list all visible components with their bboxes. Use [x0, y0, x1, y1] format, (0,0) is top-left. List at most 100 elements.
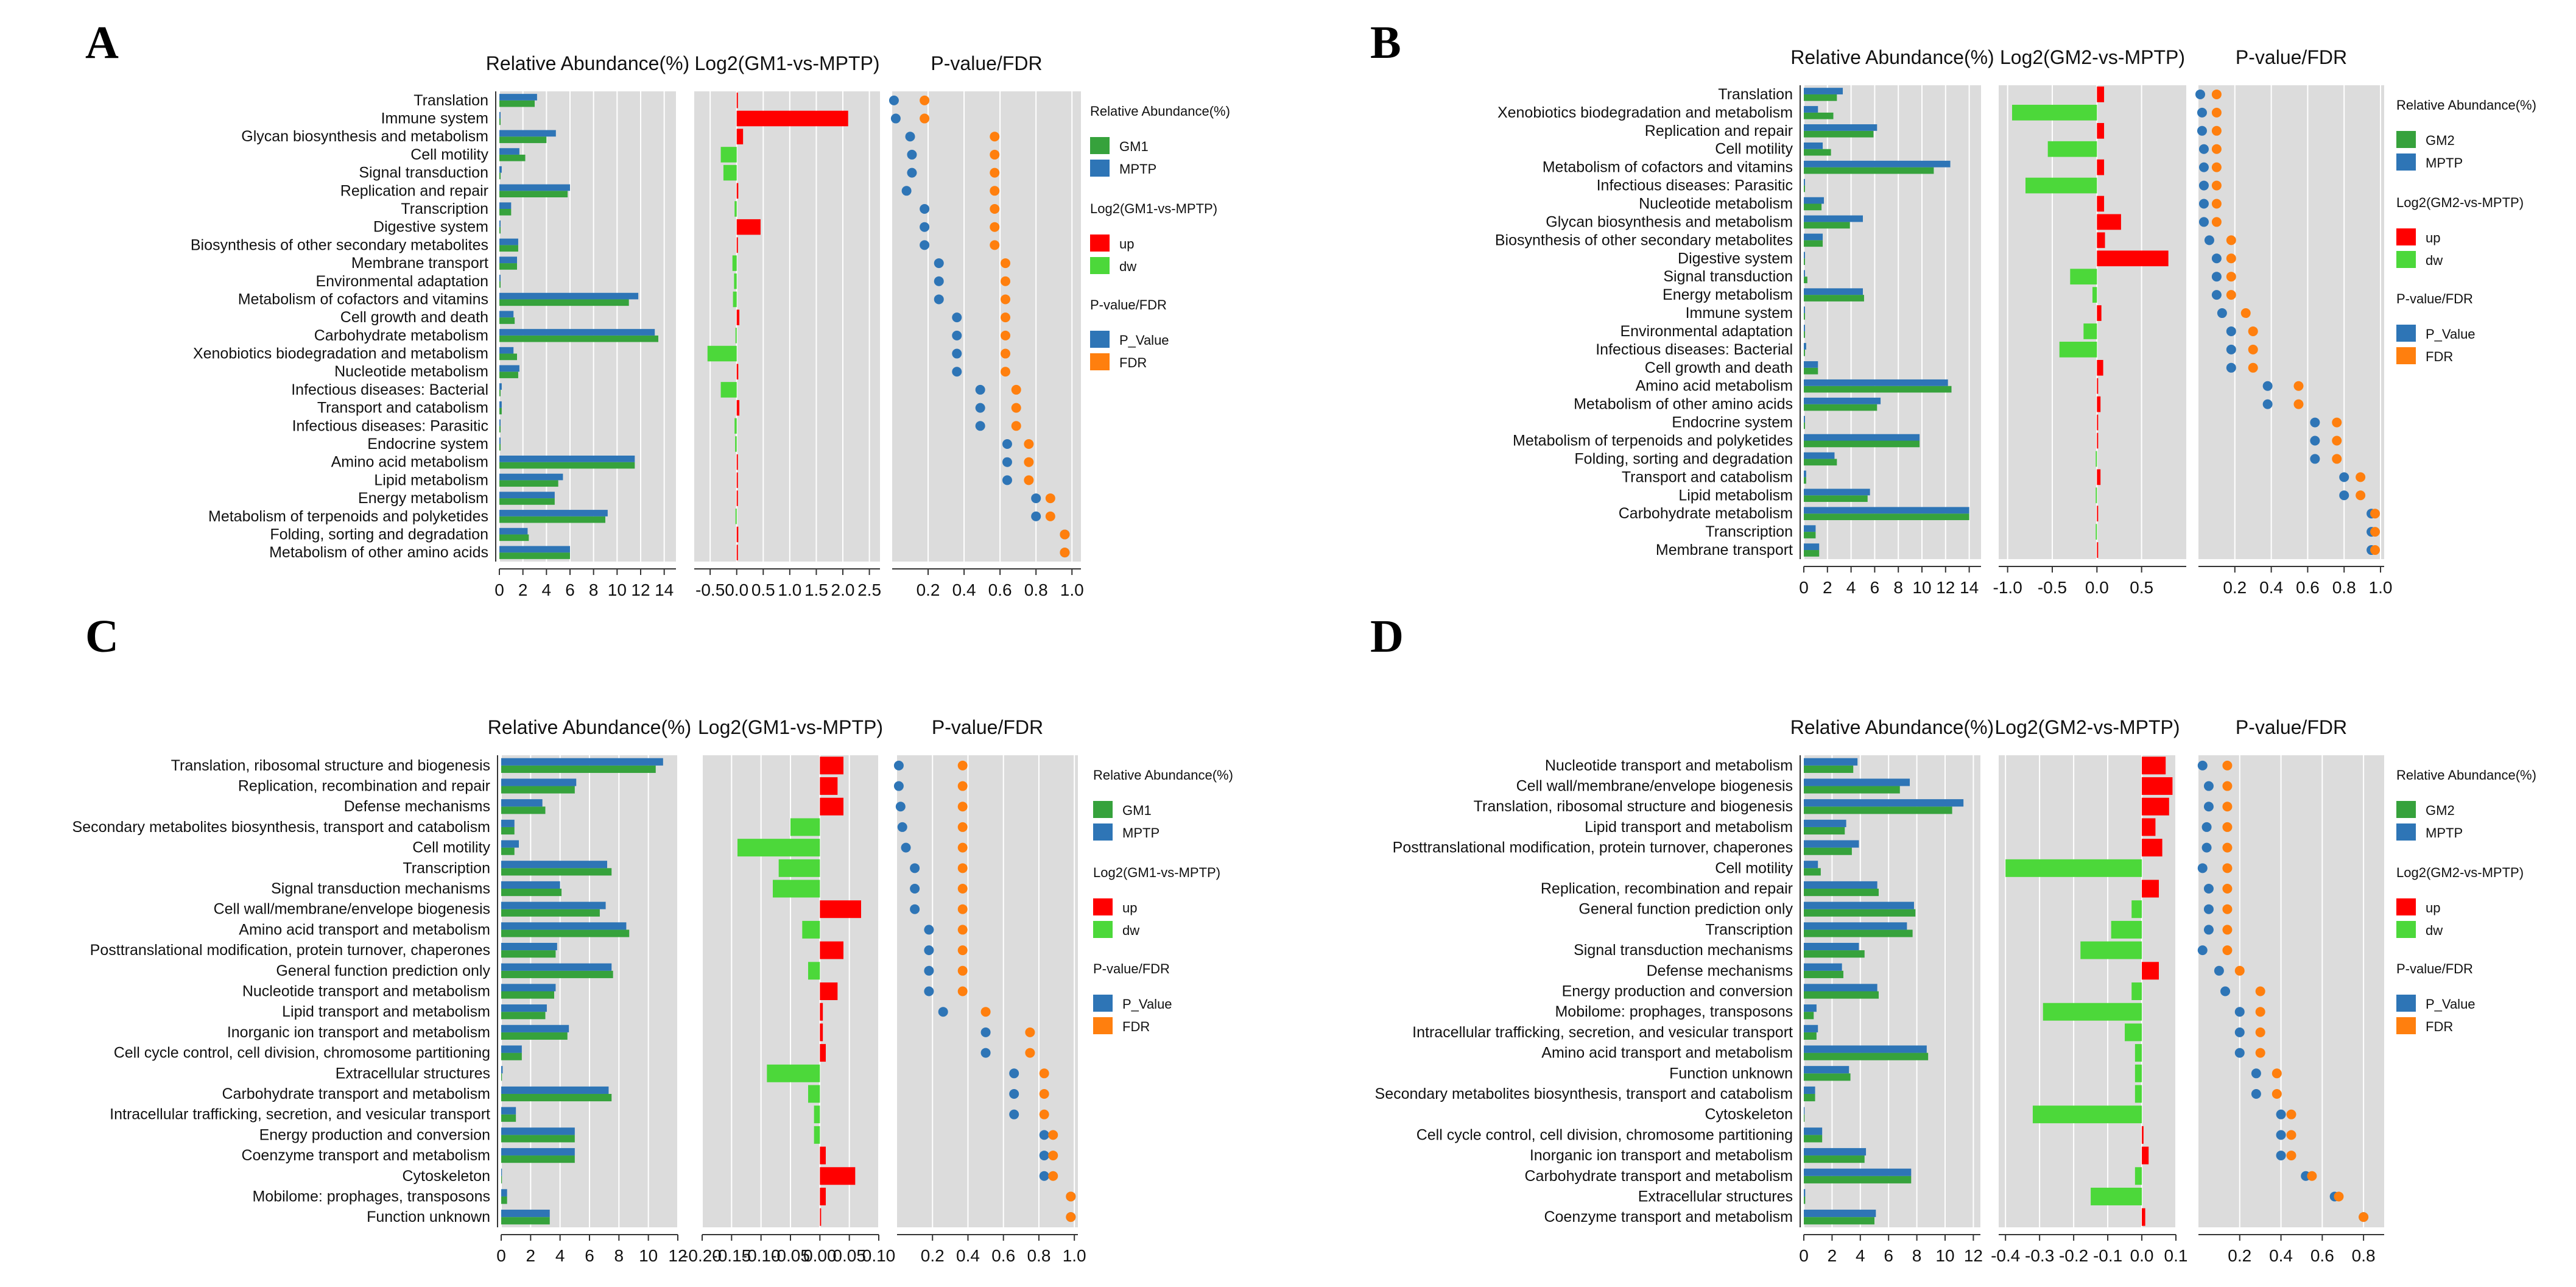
- pvalue-dot: [2211, 272, 2222, 282]
- log2-bar-dw: [2059, 342, 2097, 358]
- fdr-dot: [920, 95, 930, 105]
- tick-label: 2: [1823, 578, 1832, 597]
- abundance-bar-gm1: [501, 765, 656, 773]
- fdr-dot: [957, 925, 968, 935]
- pvalue-dot: [2262, 399, 2273, 409]
- abundance-bar-gm2: [1804, 1217, 1874, 1225]
- category-label: Environmental adaptation: [1620, 323, 1793, 340]
- abundance-bar-mptp: [501, 1045, 522, 1053]
- log2-bar-up: [820, 1044, 826, 1062]
- abundance-bar-mptp: [1804, 507, 1969, 514]
- tick-label: 0.2: [2223, 578, 2247, 597]
- abundance-bar-gm1: [499, 118, 501, 125]
- log2-bar-dw: [735, 436, 737, 452]
- abundance-bar-gm2: [1804, 149, 1831, 156]
- tick-label: 0.2: [917, 580, 940, 599]
- fdr-dot: [2211, 217, 2222, 227]
- tick-label: 0.8: [1027, 1246, 1050, 1265]
- pvalue-title: P-value/FDR: [2236, 716, 2347, 738]
- abundance-bar-gm2: [1804, 495, 1868, 502]
- legend-pvalue-title: P-value/FDR: [1093, 961, 1170, 976]
- tick-label: 0.0: [2130, 1246, 2154, 1265]
- fdr-dot: [2334, 1191, 2344, 1202]
- pvalue-dot: [2226, 326, 2236, 336]
- legend-swatch-pvalue: [1090, 331, 1110, 348]
- fdr-dot: [2226, 235, 2236, 245]
- legend-swatch-pvalue: [1093, 995, 1113, 1012]
- log2-bar-dw: [2111, 920, 2142, 939]
- category-label: Environmental adaptation: [315, 273, 488, 290]
- pvalue-dot: [920, 204, 930, 214]
- abundance-bar-mptp: [501, 1168, 502, 1176]
- tick-label: 14: [655, 580, 674, 599]
- abundance-bar-mptp: [1804, 325, 1805, 331]
- legend-pvalue-title: P-value/FDR: [2396, 961, 2473, 976]
- tick-label: 0.8: [2332, 578, 2356, 597]
- fdr-dot: [957, 842, 968, 853]
- legend-label-group-b: MPTP: [1122, 825, 1160, 841]
- abundance-bar-mptp: [501, 861, 607, 869]
- fdr-dot: [957, 822, 968, 832]
- tick-label: 10: [1935, 1246, 1954, 1265]
- abundance-bar-mptp: [1804, 1086, 1815, 1094]
- category-label: Energy production and conversion: [259, 1126, 490, 1143]
- abundance-bar-gm2: [1804, 422, 1805, 429]
- abundance-bar-mptp: [1804, 543, 1820, 551]
- abundance-title: Relative Abundance(%): [486, 52, 689, 74]
- legend-swatch-gm2: [2396, 801, 2416, 818]
- tick-label: 8: [1893, 578, 1903, 597]
- tick-label: 2: [526, 1246, 536, 1265]
- abundance-bar-gm2: [1804, 929, 1913, 937]
- log2-bar-up: [820, 900, 861, 919]
- log2-bar-up: [736, 526, 739, 543]
- abundance-bar-gm1: [499, 136, 547, 143]
- pvalue-dot: [1039, 1171, 1049, 1181]
- category-label: Replication, recombination and repair: [1541, 880, 1793, 897]
- category-label: Digestive system: [1678, 250, 1793, 267]
- pvalue-dot: [2198, 162, 2209, 172]
- pvalue-dot: [2220, 986, 2231, 996]
- fdr-dot: [957, 945, 968, 956]
- abundance-bar-mptp: [1804, 799, 1964, 807]
- legend-log2-title: Log2(GM2-vs-MPTP): [2396, 195, 2524, 210]
- abundance-bar-mptp: [1804, 942, 1859, 951]
- abundance-bar-gm1: [499, 263, 517, 270]
- log2-bar-dw: [733, 291, 737, 308]
- log2-bar-up: [2142, 1126, 2144, 1144]
- tick-label: 2: [1828, 1246, 1837, 1265]
- abundance-bar-gm2: [1804, 404, 1877, 411]
- log2-bar-up: [2097, 305, 2102, 321]
- abundance-bar-gm1: [499, 281, 501, 288]
- tick-label: 0.2: [2228, 1246, 2251, 1265]
- legend-swatch-mptp: [1090, 160, 1110, 177]
- category-label: Signal transduction: [359, 164, 488, 182]
- legend-swatch-mptp: [2396, 823, 2416, 841]
- abundance-bar-mptp: [501, 1148, 575, 1156]
- log2-bar-dw: [735, 328, 737, 344]
- abundance-bar-gm1: [499, 100, 535, 107]
- abundance-bar-gm1: [501, 970, 613, 978]
- abundance-bar-mptp: [1804, 270, 1805, 277]
- abundance-bar-mptp: [1804, 160, 1951, 167]
- log2-bar-up: [2142, 880, 2159, 898]
- abundance-title: Relative Abundance(%): [1790, 716, 1994, 738]
- pvalue-dot: [901, 842, 911, 853]
- abundance-bar-gm1: [501, 950, 556, 958]
- abundance-bar-mptp: [499, 275, 501, 281]
- log2-bar-up: [736, 110, 848, 127]
- fdr-dot: [990, 222, 1000, 232]
- category-label: Cell motility: [412, 839, 490, 856]
- legend-label-fdr: FDR: [1119, 355, 1147, 370]
- category-label: Cell cycle control, cell division, chrom…: [1416, 1126, 1793, 1143]
- category-label: Replication and repair: [1645, 122, 1793, 139]
- legend-abundance-title: Relative Abundance(%): [2396, 767, 2536, 783]
- log2-bar-up: [736, 400, 740, 416]
- abundance-plot-bg: [1804, 85, 1981, 559]
- fdr-dot: [1011, 421, 1021, 431]
- pvalue-dot: [897, 822, 907, 832]
- log2-bar-dw: [2070, 269, 2097, 285]
- fdr-dot: [2356, 472, 2366, 482]
- tick-label: 0.4: [2259, 578, 2283, 597]
- panel-label: C: [85, 611, 119, 662]
